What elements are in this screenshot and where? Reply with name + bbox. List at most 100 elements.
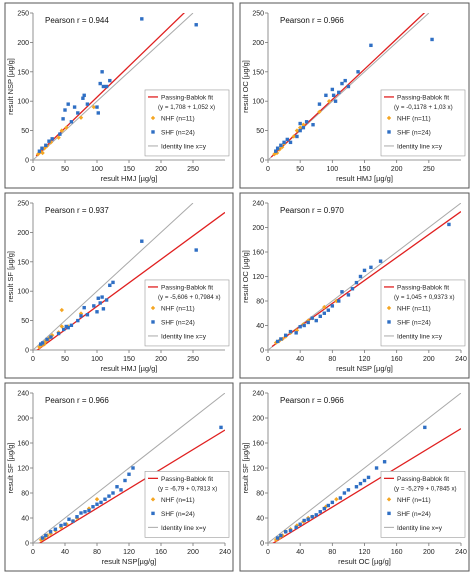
y-tick-label: 120 [17, 466, 29, 473]
legend-fit-equation: (y = 1,045 + 0,9373 x) [394, 294, 455, 301]
x-tick-label: 200 [187, 549, 199, 556]
y-tick-label: 160 [17, 441, 29, 448]
legend-fit-label: Passing-Bablok fit [161, 284, 213, 291]
pearson-annotation: Pearson r = 0.966 [280, 16, 344, 25]
x-tick-label: 100 [326, 166, 338, 173]
shf-point [66, 325, 70, 330]
shf-point [194, 23, 198, 27]
legend-nhf-swatch [386, 497, 392, 502]
chart-panel-2: 0 50 100 150 200 250 0 50 100 150 200 250 result HMJ… [239, 2, 470, 189]
legend-shf-label: SHF (n=24) [161, 319, 195, 326]
chart-panel-1: 0 50 100 150 200 250 0 50 100 150 200 250 result HMJ… [4, 2, 234, 189]
y-tick-label: 0 [260, 541, 264, 548]
shf-point [72, 105, 77, 109]
shf-point [40, 536, 45, 540]
shf-point [95, 310, 99, 314]
legend-nhf-label: NHF (n=11) [161, 115, 195, 122]
shf-point [119, 488, 123, 492]
shf-point [101, 84, 106, 89]
shf-point [40, 146, 44, 150]
y-tick-label: 250 [17, 201, 29, 208]
shf-point [44, 533, 48, 538]
legend-fit-label: Passing-Bablok fit [397, 476, 449, 483]
nhf-point [317, 109, 322, 114]
y-tick-label: 100 [252, 99, 264, 106]
shf-point [37, 149, 42, 153]
shf-point [49, 335, 53, 339]
y-tick-label: 40 [21, 516, 29, 523]
shf-point [100, 295, 104, 299]
shf-point [356, 70, 360, 74]
shf-point [279, 533, 283, 538]
legend-nhf-label: NHF (n=11) [397, 497, 431, 504]
legend-nhf-label: NHF (n=11) [397, 305, 431, 312]
pearson-annotation: Pearson r = 0.944 [45, 16, 109, 25]
shf-point [283, 333, 288, 337]
shf-point [101, 307, 106, 311]
y-tick-label: 150 [252, 69, 264, 76]
nhf-point [326, 99, 332, 104]
chart-panel-5: 0 40 80 120 160 200 240 0 40 80 120 160 200 240 result… [4, 382, 234, 572]
passing-bablok-fit-line [38, 429, 225, 543]
shf-point [330, 87, 335, 92]
x-tick-label: 160 [391, 356, 403, 363]
legend-shf-swatch [387, 320, 391, 324]
legend-box [380, 279, 466, 347]
shf-point [283, 530, 288, 534]
passing-bablok-fit-line [272, 428, 461, 543]
shf-point [362, 478, 367, 483]
shf-point [131, 466, 135, 470]
x-tick-label: 40 [61, 549, 69, 556]
chart-panel-4: 0 40 80 120 160 200 240 0 40 80 120 160 200 240 result… [239, 192, 470, 379]
nhf-point [59, 128, 64, 133]
shf-point [275, 146, 280, 150]
legend: Passing-Bablok fit (y = -6,79 + 0,7813 x)… [144, 471, 230, 538]
x-tick-label: 0 [31, 549, 35, 556]
chart-panel-3: 0 50 100 150 200 250 0 50 100 150 200 250 result HMJ… [4, 192, 234, 379]
shf-point [81, 96, 85, 100]
x-tick-label: 200 [391, 166, 403, 173]
shf-point [76, 111, 80, 115]
shf-point [76, 318, 80, 323]
shf-point [333, 99, 338, 103]
shf-point [358, 274, 363, 279]
shf-point [317, 102, 322, 106]
shf-point [61, 117, 65, 121]
shf-point [66, 102, 70, 106]
y-axis-title: result OC [µg/g] [241, 60, 250, 113]
legend-identity-label: Identity line x=y [161, 143, 207, 150]
nhf-point [91, 104, 96, 110]
shf-point [98, 301, 102, 305]
legend-nhf-label: NHF (n=11) [161, 497, 195, 504]
shf-point [85, 102, 90, 106]
legend-identity-label: Identity line x=y [397, 525, 443, 532]
shf-point [279, 337, 283, 341]
shf-point [358, 481, 363, 486]
shf-point [91, 505, 95, 509]
points-group [37, 239, 198, 350]
pearson-annotation: Pearson r = 0.966 [45, 396, 109, 405]
legend: Passing-Bablok fit (y = -0,1178 + 1,03 x)… [380, 89, 466, 157]
shf-point [275, 536, 280, 540]
x-tick-label: 150 [123, 356, 135, 363]
y-tick-label: 250 [252, 11, 264, 18]
shf-point [108, 283, 112, 288]
shf-point [298, 121, 302, 126]
shf-point [44, 143, 48, 147]
points-group [273, 425, 427, 543]
x-tick-label: 100 [91, 356, 103, 363]
y-tick-label: 0 [260, 158, 264, 165]
shf-point [67, 517, 71, 521]
y-tick-label: 40 [256, 323, 264, 330]
x-tick-label: 200 [423, 356, 435, 363]
x-tick-label: 100 [91, 166, 103, 173]
legend: Passing-Bablok fit (y = -5,606 + 0,7984 x… [144, 279, 230, 347]
y-tick-label: 80 [256, 491, 264, 498]
y-tick-label: 200 [17, 230, 29, 237]
y-tick-label: 120 [252, 466, 264, 473]
shf-point [108, 78, 112, 83]
y-tick-label: 150 [17, 69, 29, 76]
y-tick-label: 50 [256, 128, 264, 135]
points-group [272, 37, 434, 157]
shf-point [45, 337, 49, 342]
